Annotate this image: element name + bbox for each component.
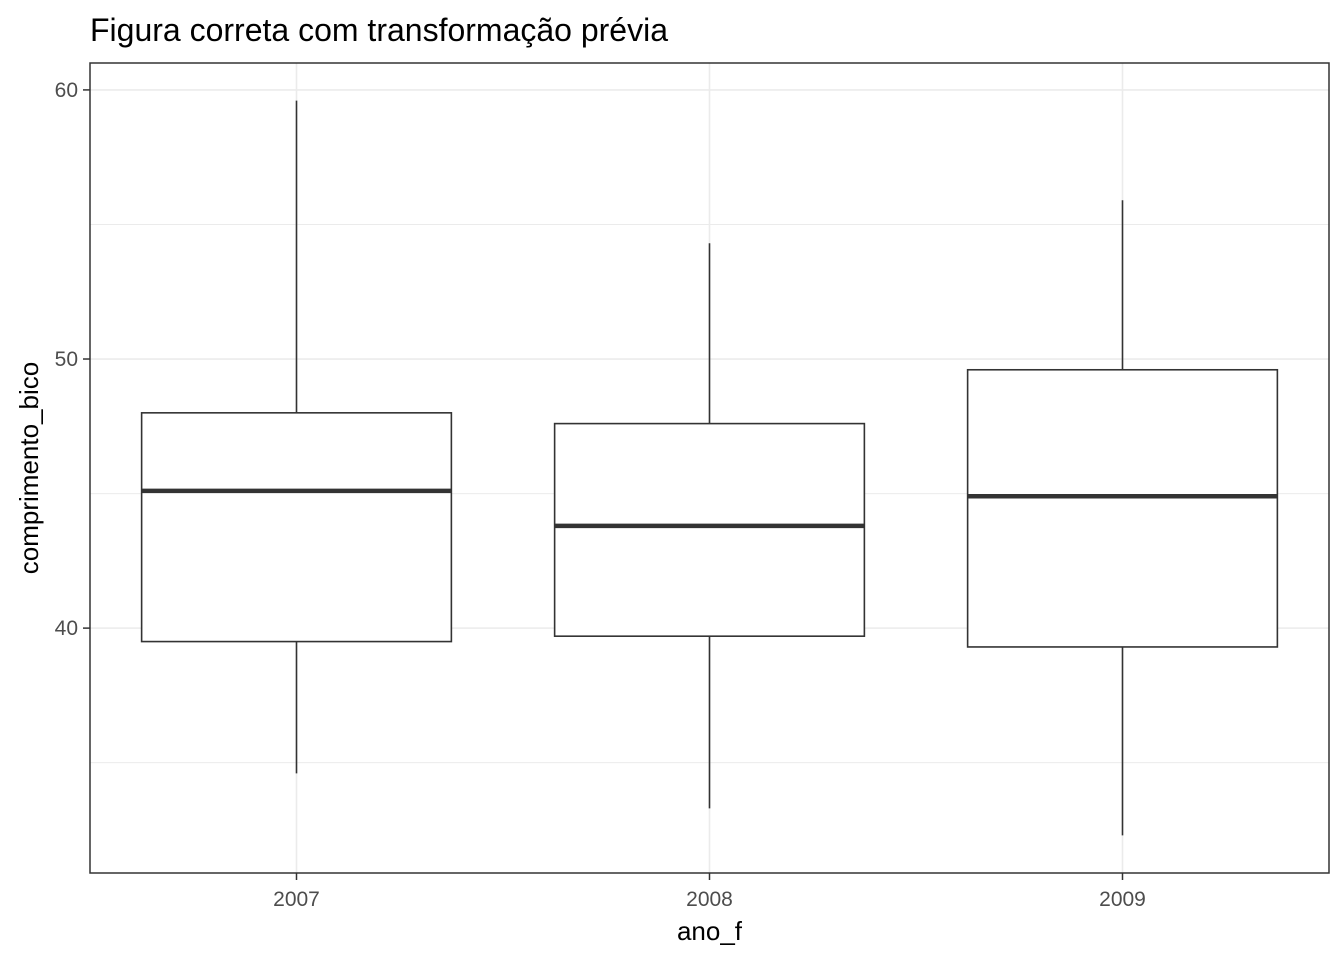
- box-2008: [553, 243, 866, 809]
- y-tick-label: 60: [55, 79, 78, 102]
- box-iqr: [140, 412, 453, 643]
- x-axis-title: ano_f: [677, 916, 743, 946]
- y-tick-label: 50: [55, 348, 78, 371]
- box-iqr: [966, 368, 1279, 648]
- box-iqr: [553, 422, 866, 637]
- y-axis: 40 50 60: [55, 79, 90, 640]
- y-tick-label: 40: [55, 617, 78, 640]
- box-2009: [966, 200, 1279, 836]
- box-2007: [140, 100, 453, 774]
- box-series: [140, 100, 1279, 836]
- x-tick-label: 2009: [1099, 888, 1146, 911]
- chart-title: Figura correta com transformação prévia: [90, 12, 668, 48]
- y-axis-title: comprimento_bico: [14, 362, 44, 574]
- x-axis: 2007 2008 2009: [273, 873, 1146, 911]
- x-tick-label: 2007: [273, 888, 320, 911]
- x-tick-label: 2008: [686, 888, 733, 911]
